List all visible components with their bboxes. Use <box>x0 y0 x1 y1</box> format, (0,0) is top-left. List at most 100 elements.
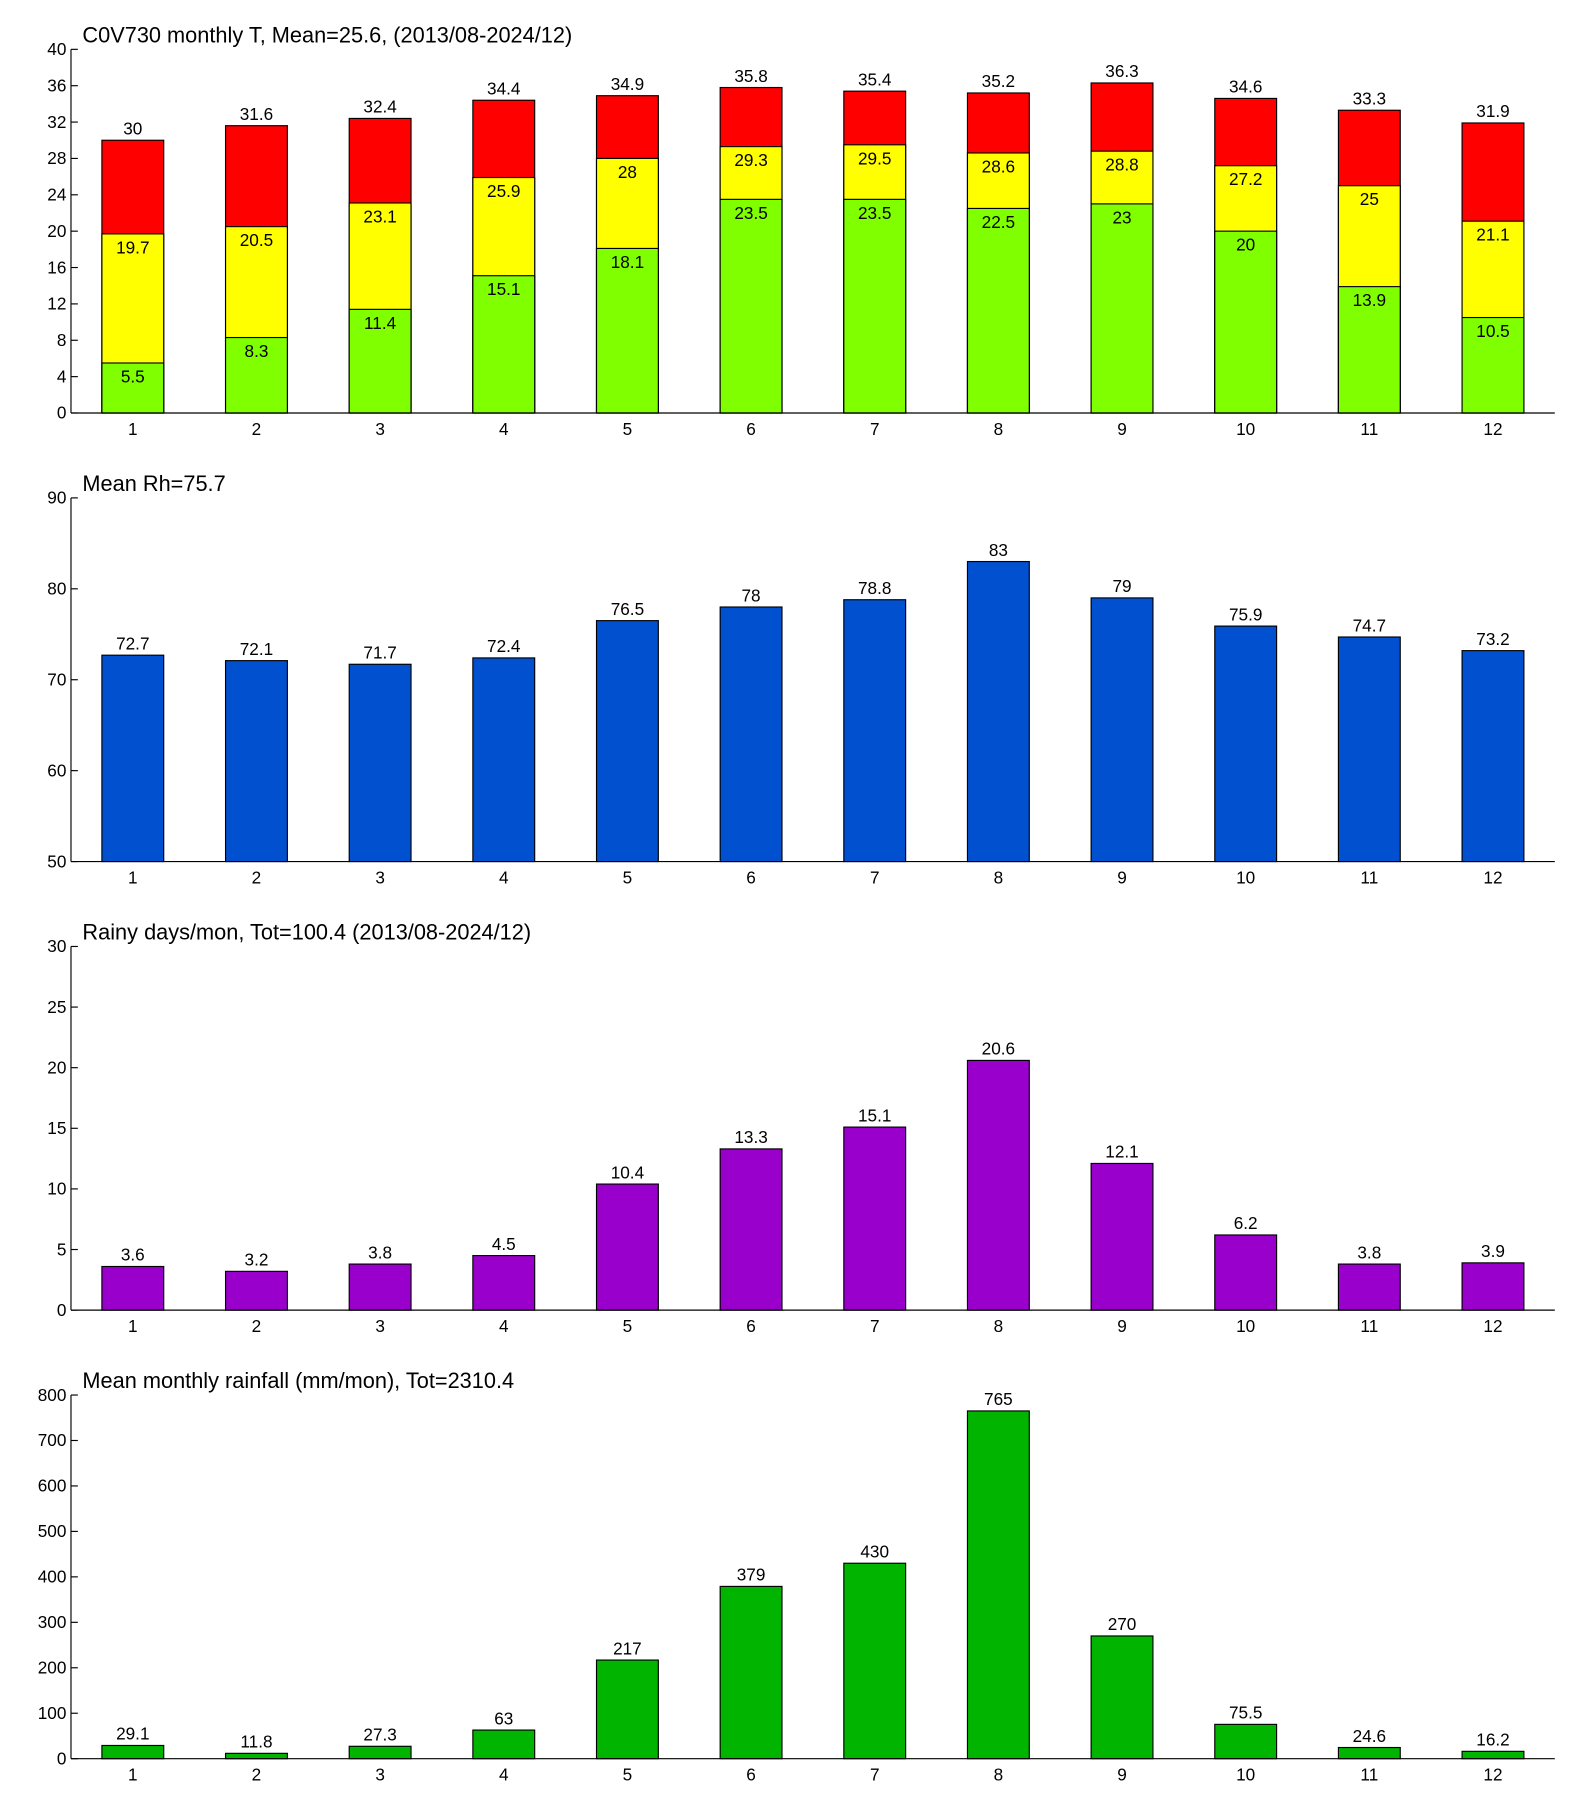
value-label: 18.1 <box>611 252 644 272</box>
value-label: 13.9 <box>1353 290 1386 310</box>
value-label: 25 <box>1360 189 1379 209</box>
y-tick-label: 12 <box>47 294 66 314</box>
value-label: 20 <box>1236 235 1255 255</box>
bar <box>595 620 659 863</box>
value-label: 31.9 <box>1476 101 1509 121</box>
value-label: 29.5 <box>858 148 891 168</box>
value-label: 270 <box>1108 1614 1137 1634</box>
bar <box>719 1148 783 1311</box>
bar <box>348 1745 412 1760</box>
x-tick-label: 3 <box>375 1764 385 1784</box>
bar <box>843 1562 907 1760</box>
bar <box>1214 230 1278 414</box>
value-label: 76.5 <box>611 599 644 619</box>
value-label: 15.1 <box>487 279 520 299</box>
bar <box>348 1263 412 1311</box>
x-tick-label: 1 <box>128 1764 138 1784</box>
value-label: 6.2 <box>1234 1213 1258 1233</box>
value-label: 23.5 <box>734 203 767 223</box>
y-tick-label: 28 <box>47 148 66 168</box>
y-tick-label: 60 <box>47 760 66 780</box>
value-label: 34.4 <box>487 78 521 98</box>
x-tick-label: 6 <box>746 419 756 439</box>
value-label: 78 <box>742 585 761 605</box>
value-label: 28.6 <box>982 156 1015 176</box>
value-label: 765 <box>984 1389 1013 1409</box>
x-tick-label: 6 <box>746 1316 756 1336</box>
x-tick-label: 1 <box>128 867 138 887</box>
x-tick-label: 2 <box>252 867 262 887</box>
bar <box>843 1126 907 1311</box>
y-tick-label: 20 <box>47 221 66 241</box>
value-label: 79 <box>1112 576 1131 596</box>
x-tick-label: 8 <box>994 419 1004 439</box>
bar <box>1090 1162 1154 1311</box>
value-label: 33.3 <box>1353 88 1386 108</box>
x-tick-label: 3 <box>375 1316 385 1336</box>
value-label: 23.1 <box>363 206 396 226</box>
x-tick-label: 11 <box>1360 867 1378 887</box>
x-tick-label: 12 <box>1483 1316 1502 1336</box>
value-label: 72.7 <box>116 633 149 653</box>
bar <box>719 606 783 863</box>
y-tick-label: 90 <box>47 488 66 508</box>
bar <box>966 207 1030 414</box>
value-label: 20.5 <box>240 230 273 250</box>
value-label: 72.4 <box>487 636 521 656</box>
x-tick-label: 10 <box>1236 1316 1255 1336</box>
x-tick-label: 2 <box>252 419 262 439</box>
x-tick-label: 11 <box>1360 1316 1378 1336</box>
bar <box>472 1255 536 1311</box>
x-tick-label: 1 <box>128 419 138 439</box>
value-label: 63 <box>494 1708 513 1728</box>
y-tick-label: 400 <box>38 1567 67 1587</box>
bar <box>224 660 288 863</box>
x-tick-label: 4 <box>499 419 509 439</box>
value-label: 24.6 <box>1353 1726 1386 1746</box>
bar <box>595 247 659 414</box>
y-tick-label: 0 <box>57 403 67 423</box>
chart-title: Mean Rh=75.7 <box>82 471 225 496</box>
chart-title: C0V730 monthly T, Mean=25.6, (2013/08-20… <box>82 22 572 47</box>
bar <box>1337 636 1401 863</box>
value-label: 25.9 <box>487 181 520 201</box>
value-label: 35.4 <box>858 69 892 89</box>
x-tick-label: 4 <box>499 867 509 887</box>
bar <box>1461 650 1525 863</box>
bar <box>472 1729 536 1760</box>
x-tick-label: 5 <box>623 1316 633 1336</box>
bar <box>1337 286 1401 414</box>
value-label: 23.5 <box>858 203 891 223</box>
y-tick-label: 300 <box>38 1612 67 1632</box>
x-tick-label: 9 <box>1117 419 1127 439</box>
x-tick-label: 4 <box>499 1316 509 1336</box>
bar <box>843 599 907 863</box>
value-label: 5.5 <box>121 366 145 386</box>
value-label: 13.3 <box>734 1127 767 1147</box>
y-tick-label: 600 <box>38 1476 67 1496</box>
value-label: 28 <box>618 162 637 182</box>
bar <box>1214 1234 1278 1311</box>
bar <box>1214 1723 1278 1760</box>
bar <box>101 1265 165 1311</box>
y-tick-label: 30 <box>47 936 66 956</box>
x-tick-label: 8 <box>994 1764 1004 1784</box>
value-label: 29.1 <box>116 1724 149 1744</box>
x-tick-label: 7 <box>870 1764 880 1784</box>
value-label: 75.9 <box>1229 604 1262 624</box>
bar <box>101 654 165 863</box>
bar <box>966 1410 1030 1760</box>
bar <box>1337 1746 1401 1760</box>
value-label: 75.5 <box>1229 1703 1262 1723</box>
x-tick-label: 7 <box>870 1316 880 1336</box>
x-tick-label: 7 <box>870 419 880 439</box>
y-tick-label: 32 <box>47 112 66 132</box>
value-label: 34.9 <box>611 74 644 94</box>
x-tick-label: 10 <box>1236 1764 1255 1784</box>
value-label: 3.6 <box>121 1245 145 1265</box>
value-label: 11.8 <box>240 1732 272 1752</box>
value-label: 3.8 <box>368 1242 392 1262</box>
bar <box>1337 1263 1401 1311</box>
